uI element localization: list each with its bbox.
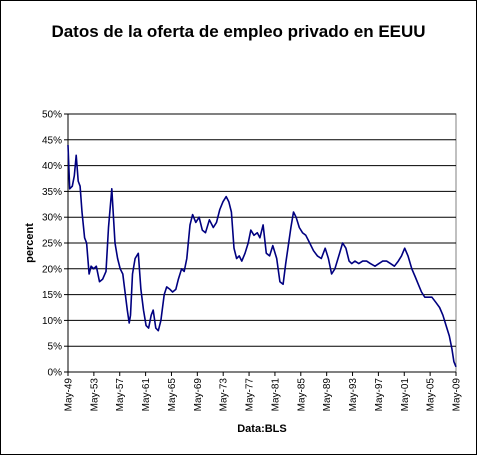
x-tick-label: May-69 [193,378,204,412]
y-tick-label: 30% [42,213,62,224]
x-tick-label: May-93 [348,378,359,412]
y-tick-label: 35% [42,187,62,198]
chart-title: Datos de la oferta de empleo privado en … [51,22,426,41]
x-tick-label: May-97 [374,378,385,412]
y-tick-label: 20% [42,264,62,275]
x-tick-label: May-61 [141,378,152,412]
x-tick-label: May-81 [270,378,281,412]
x-tick-label: May-49 [64,378,75,412]
x-tick-label: May-77 [245,378,256,412]
y-axis-ticks: 0% 5% 10% 15% 20% 25% 30% 35% 40% 45% 50% [42,110,68,379]
y-tick-label: 10% [42,316,62,327]
x-tick-label: May-01 [400,378,411,412]
y-tick-label: 5% [48,342,63,353]
x-tick-label: May-73 [219,378,230,412]
y-tick-label: 0% [48,368,63,379]
series-line [67,144,457,368]
y-tick-label: 45% [42,135,62,146]
x-tick-label: May-65 [167,378,178,412]
x-tick-label: May-57 [115,378,126,412]
x-axis-ticks: May-49 May-53 May-57 May-61 May-65 May-69 May-… [64,372,463,411]
y-tick-label: 15% [42,290,62,301]
y-tick-label: 40% [42,161,62,172]
x-tick-label: May-09 [452,378,463,412]
x-tick-label: May-85 [296,378,307,412]
x-axis-title: Data:BLS [237,423,287,435]
y-tick-label: 50% [42,110,62,121]
x-tick-label: May-53 [89,378,100,412]
y-axis-title: percent [24,223,36,263]
x-tick-label: May-89 [322,378,333,412]
x-tick-label: May-05 [426,378,437,412]
y-tick-label: 25% [42,239,62,250]
